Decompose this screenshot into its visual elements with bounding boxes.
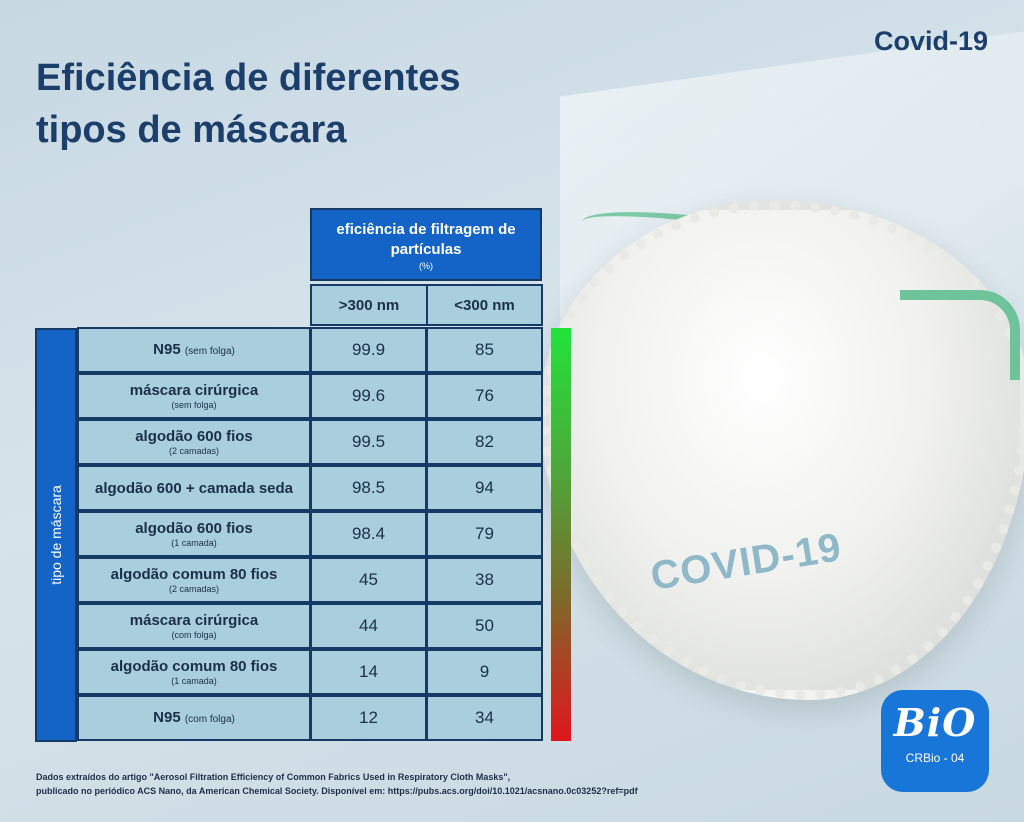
mask-type-cell: algodão 600 fios (1 camada) <box>77 511 311 557</box>
mask-type-name: algodão 600 + camada seda <box>95 480 293 497</box>
mask-type-label: N95 <box>153 708 181 726</box>
mask-illustration: COVID-19 <box>520 199 1024 720</box>
mask-type-name: algodão 600 fios <box>135 520 253 537</box>
efficiency-lt300-cell: 85 <box>426 327 543 373</box>
efficiency-gt300-cell: 99.6 <box>310 373 427 419</box>
mask-type-name: N95 (sem folga) <box>153 341 235 360</box>
table-row: algodão 600 + camada seda 98.5 94 <box>77 465 543 512</box>
mask-type-label: algodão 600 fios <box>135 427 253 445</box>
mask-type-name: máscara cirúrgica <box>130 612 258 629</box>
mask-type-inline-note: (sem folga) <box>184 345 235 357</box>
mask-type-cell: algodão 600 + camada seda <box>77 465 311 511</box>
source-note: Dados extraídos do artigo "Aerosol Filtr… <box>36 770 836 798</box>
table-row: algodão 600 fios (2 camadas) 99.5 82 <box>77 419 543 466</box>
efficiency-gt300-cell: 99.9 <box>310 327 427 373</box>
source-line-1: Dados extraídos do artigo "Aerosol Filtr… <box>36 772 511 782</box>
table-header-efficiency: eficiência de filtragem de partículas (%… <box>310 208 542 281</box>
efficiency-lt300-cell: 79 <box>426 511 543 557</box>
efficiency-lt300-cell: 82 <box>426 419 543 465</box>
mask-type-label: algodão 600 fios <box>135 519 253 537</box>
logo-mark: BiO <box>893 700 977 745</box>
mask-type-name: algodão comum 80 fios <box>111 658 278 675</box>
mask-type-name: algodão comum 80 fios <box>111 566 278 583</box>
mask-type-cell: algodão 600 fios (2 camadas) <box>77 419 311 465</box>
mask-type-name: algodão 600 fios <box>135 428 253 445</box>
mask-type-cell: N95 (com folga) <box>77 695 311 741</box>
efficiency-lt300-cell: 94 <box>426 465 543 511</box>
table-row: máscara cirúrgica (com folga) 44 50 <box>77 603 543 650</box>
page-title: Eficiência de diferentes tipos de máscar… <box>36 57 461 151</box>
efficiency-gt300-cell: 98.4 <box>310 511 427 557</box>
efficiency-gt300-cell: 45 <box>310 557 427 603</box>
mask-type-note: (2 camadas) <box>168 583 220 594</box>
mask-type-note: (sem folga) <box>171 399 217 410</box>
mask-type-cell: máscara cirúrgica (com folga) <box>77 603 311 649</box>
header-unit: (%) <box>419 261 433 271</box>
mask-body <box>540 200 1024 700</box>
efficiency-gt300-cell: 14 <box>310 649 427 695</box>
efficiency-lt300-cell: 50 <box>426 603 543 649</box>
side-label: tipo de máscara <box>48 485 64 585</box>
efficiency-lt300-cell: 76 <box>426 373 543 419</box>
topic-tag: Covid-19 <box>873 26 988 56</box>
row-axis-label: tipo de máscara <box>35 328 77 742</box>
mask-type-label: máscara cirúrgica <box>129 611 259 629</box>
table-row: algodão 600 fios (1 camada) 98.4 79 <box>77 511 543 558</box>
table-row: algodão comum 80 fios (2 camadas) 45 38 <box>77 557 543 604</box>
mask-type-cell: N95 (sem folga) <box>77 327 311 373</box>
mask-strap-side <box>900 290 1020 380</box>
mask-type-inline-note: (com folga) <box>184 713 235 725</box>
mask-type-note: (com folga) <box>171 629 217 640</box>
efficiency-lt300-cell: 38 <box>426 557 543 603</box>
mask-type-label: algodão comum 80 fios <box>110 565 278 583</box>
mask-type-cell: algodão comum 80 fios (2 camadas) <box>77 557 311 603</box>
table-row: algodão comum 80 fios (1 camada) 14 9 <box>77 649 543 696</box>
mask-type-name: máscara cirúrgica <box>130 382 258 399</box>
mask-type-label: máscara cirúrgica <box>129 381 259 399</box>
table-row: N95 (com folga) 12 34 <box>77 695 543 742</box>
efficiency-gt300-cell: 99.5 <box>310 419 427 465</box>
column-header-gt300: >300 nm <box>310 284 428 326</box>
logo-caption: CRBio - 04 <box>905 751 965 765</box>
efficiency-lt300-cell: 9 <box>426 649 543 695</box>
mask-type-label: algodão comum 80 fios <box>110 657 278 675</box>
mask-type-note: (1 camada) <box>171 537 217 548</box>
efficiency-gt300-cell: 98.5 <box>310 465 427 511</box>
mask-type-label: N95 <box>153 340 181 358</box>
mask-type-note: (2 camadas) <box>168 445 220 456</box>
efficiency-gt300-cell: 12 <box>310 695 427 741</box>
efficiency-gt300-cell: 44 <box>310 603 427 649</box>
source-line-2: publicado no periódico ACS Nano, da Amer… <box>36 786 638 796</box>
table-row: máscara cirúrgica (sem folga) 99.6 76 <box>77 373 543 420</box>
crbio-logo: BiO CRBio - 04 <box>881 690 989 792</box>
mask-type-note: (1 camada) <box>171 675 217 686</box>
mask-type-cell: algodão comum 80 fios (1 camada) <box>77 649 311 695</box>
mask-type-name: N95 (com folga) <box>153 709 235 728</box>
header-label: eficiência de filtragem de partículas <box>336 221 516 258</box>
column-header-lt300: <300 nm <box>426 284 543 326</box>
table-row: N95 (sem folga) 99.9 85 <box>77 327 543 374</box>
efficiency-lt300-cell: 34 <box>426 695 543 741</box>
efficiency-gradient-bar <box>551 328 571 741</box>
mask-type-label: algodão 600 + camada seda <box>94 479 294 497</box>
mask-type-cell: máscara cirúrgica (sem folga) <box>77 373 311 419</box>
